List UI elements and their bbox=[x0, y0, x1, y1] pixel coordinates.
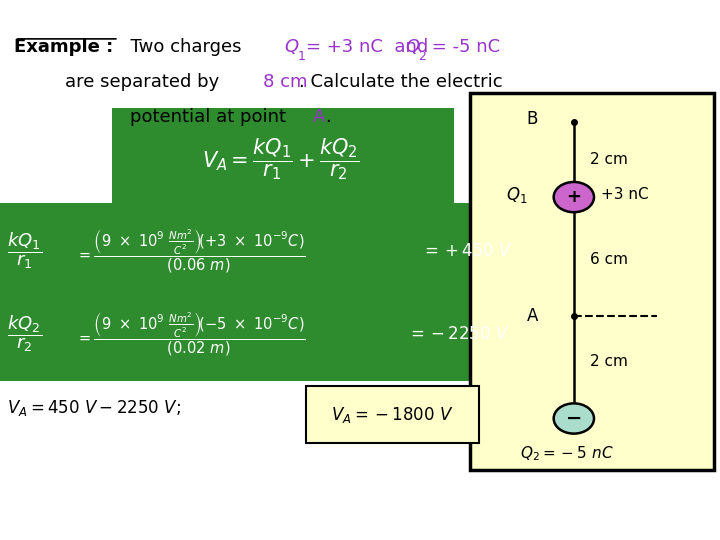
FancyBboxPatch shape bbox=[0, 202, 475, 297]
Text: $V_A = 450\ V - 2250\ V;$: $V_A = 450\ V - 2250\ V;$ bbox=[7, 397, 181, 418]
Text: 2: 2 bbox=[418, 50, 426, 63]
Text: Q: Q bbox=[405, 38, 420, 56]
FancyBboxPatch shape bbox=[470, 93, 714, 470]
Text: 2 cm: 2 cm bbox=[590, 152, 628, 167]
Text: Q: Q bbox=[284, 38, 299, 56]
Text: $Q_1$: $Q_1$ bbox=[505, 185, 527, 205]
Text: Two charges: Two charges bbox=[119, 38, 247, 56]
FancyBboxPatch shape bbox=[306, 386, 479, 443]
Text: $= -2250\ V$: $= -2250\ V$ bbox=[407, 325, 510, 343]
Text: +: + bbox=[567, 188, 581, 206]
Text: = +3 nC  and: = +3 nC and bbox=[306, 38, 440, 56]
Text: $\dfrac{kQ_2}{r_2}$: $\dfrac{kQ_2}{r_2}$ bbox=[7, 313, 42, 354]
Text: $Q_2 = -5\ nC$: $Q_2 = -5\ nC$ bbox=[520, 444, 613, 463]
Text: $= \dfrac{\left(9\ \times\ 10^{9}\ \frac{Nm^2}{C^2}\right)\!\left(+3\ \times\ 10: $= \dfrac{\left(9\ \times\ 10^{9}\ \frac… bbox=[76, 227, 305, 275]
Text: −: − bbox=[566, 409, 582, 428]
Text: 1: 1 bbox=[297, 50, 305, 63]
Text: are separated by: are separated by bbox=[65, 73, 225, 91]
Text: . Calculate the electric: . Calculate the electric bbox=[299, 73, 503, 91]
Text: .: . bbox=[325, 108, 330, 126]
Text: $V_A = -1800\ V$: $V_A = -1800\ V$ bbox=[331, 404, 454, 425]
Text: Example :: Example : bbox=[14, 38, 114, 56]
Text: A: A bbox=[526, 307, 538, 325]
Text: $V_A = \dfrac{kQ_1}{r_1} + \dfrac{kQ_2}{r_2}$: $V_A = \dfrac{kQ_1}{r_1} + \dfrac{kQ_2}{… bbox=[202, 137, 359, 182]
Text: 8 cm: 8 cm bbox=[263, 73, 307, 91]
Text: $\dfrac{kQ_1}{r_1}$: $\dfrac{kQ_1}{r_1}$ bbox=[7, 231, 42, 272]
Text: 2 cm: 2 cm bbox=[590, 354, 628, 369]
Circle shape bbox=[554, 182, 594, 212]
Text: B: B bbox=[526, 110, 538, 129]
FancyBboxPatch shape bbox=[112, 108, 454, 213]
Text: A: A bbox=[313, 108, 325, 126]
Text: +3 nC: +3 nC bbox=[601, 187, 649, 202]
Circle shape bbox=[554, 403, 594, 434]
FancyBboxPatch shape bbox=[0, 286, 475, 381]
Text: $= +450\ V$: $= +450\ V$ bbox=[421, 242, 513, 260]
Text: 6 cm: 6 cm bbox=[590, 252, 628, 267]
Text: potential at point: potential at point bbox=[130, 108, 292, 126]
Text: $= \dfrac{\left(9\ \times\ 10^{9}\ \frac{Nm^2}{C^2}\right)\!\left(-5\ \times\ 10: $= \dfrac{\left(9\ \times\ 10^{9}\ \frac… bbox=[76, 310, 305, 357]
Text: = -5 nC: = -5 nC bbox=[426, 38, 500, 56]
